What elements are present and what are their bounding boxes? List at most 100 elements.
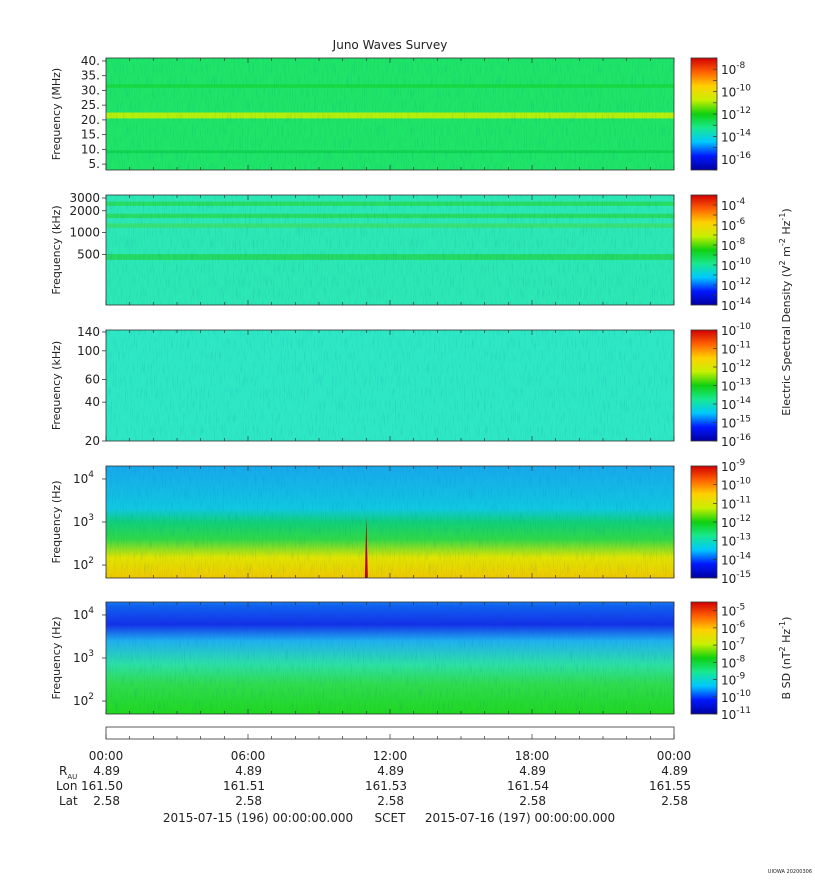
- y-tick-label: 140: [77, 325, 100, 339]
- colorbar-tick-label: 10-13: [721, 533, 751, 549]
- spike-event: [364, 516, 368, 578]
- lon-value: 161.50: [81, 779, 123, 793]
- y-axis-label: Frequency (kHz): [50, 341, 63, 430]
- y-tick-label: 103: [73, 649, 94, 665]
- y-tick-label: 25.: [81, 98, 100, 112]
- colorbar-tick-label: 10-13: [721, 378, 751, 394]
- spectrogram-texture: [106, 602, 674, 714]
- y-tick-label: 5.: [89, 157, 100, 171]
- y-tick-label: 40: [85, 395, 100, 409]
- y-tick-label: 10.: [81, 142, 100, 156]
- y-tick-label: 103: [73, 513, 94, 529]
- y-tick-label: 2000: [69, 204, 100, 218]
- y-tick-label: 60: [85, 372, 100, 386]
- lon-value: 161.55: [649, 779, 691, 793]
- lat-value: 2.58: [93, 794, 120, 808]
- y-tick-label: 102: [73, 692, 94, 708]
- y-tick-label: 102: [73, 556, 94, 572]
- lat-label: Lat: [59, 794, 78, 808]
- y-axis-label: Frequency (kHz): [50, 205, 63, 294]
- colorbar-tick-label: 10-12: [721, 277, 751, 293]
- y-tick-label: 3000: [69, 191, 100, 205]
- colorbar-tick-label: 10-14: [721, 551, 751, 567]
- colorbar-tick-label: 10-8: [721, 654, 746, 670]
- y-tick-label: 35.: [81, 69, 100, 83]
- time-tick-label: 12:00: [373, 749, 408, 763]
- plot-title: Juno Waves Survey: [332, 38, 448, 52]
- colorbar-hf-high: 10-8 10-10 10-12 10-14 10-16: [690, 57, 751, 171]
- colorbar-tick-label: 10-16: [721, 151, 751, 167]
- colorbar-tick-label: 10-11: [721, 706, 751, 722]
- panel-hf-high: 40.35.30.25.20.15.10.5. Frequency (MHz): [50, 54, 675, 171]
- colorbar-tick-label: 10-10: [721, 689, 751, 705]
- colorbar-scale: [690, 57, 718, 171]
- lat-value: 2.58: [377, 794, 404, 808]
- colorbar-scale: [690, 194, 718, 306]
- spectrogram-texture: [106, 330, 674, 441]
- colorbar-tick-label: 10-10: [721, 477, 751, 493]
- watermark: UIOWA 20200306: [768, 869, 812, 875]
- colorbar-tick-label: 10-14: [721, 128, 751, 144]
- end-date: 2015-07-16 (197) 00:00:00.000: [425, 811, 615, 825]
- lat-value: 2.58: [235, 794, 262, 808]
- y-tick-label: 500: [77, 247, 100, 261]
- r-au-value: 4.89: [377, 764, 404, 778]
- r-au-value: 4.89: [235, 764, 262, 778]
- colorbar-tick-label: 10-12: [721, 359, 751, 375]
- colorbar-lfr-low: 10-9 10-10 10-11 10-12 10-13 10-14 10-15: [690, 458, 751, 586]
- colorbar-tick-label: 10-12: [721, 514, 751, 530]
- start-date: 2015-07-15 (196) 00:00:00.000: [163, 811, 353, 825]
- colorbar-tick-label: 10-9: [721, 458, 746, 474]
- colorbar-tick-label: 10-7: [721, 637, 745, 653]
- panel-bsd: 104 103 102 Frequency (Hz): [50, 601, 675, 715]
- y-axis-label: Frequency (Hz): [50, 481, 63, 564]
- colorbar-tick-label: 10-11: [721, 495, 751, 511]
- spectrogram-texture: [106, 466, 674, 578]
- panel-lfr-low: 104 103 102 Frequency (Hz): [50, 465, 675, 579]
- colorbar-hf-low: 10-4 10-6 10-8 10-10 10-12 10-14: [690, 194, 751, 313]
- colorbar-tick-label: 10-9: [721, 672, 746, 688]
- time-tick-label: 18:00: [515, 749, 550, 763]
- lon-label: Lon: [56, 779, 77, 793]
- r-au-value: 4.89: [661, 764, 688, 778]
- spectrogram-texture: [106, 58, 674, 170]
- y-tick-label: 30.: [81, 83, 100, 97]
- time-tick-label: 00:00: [657, 749, 692, 763]
- lon-value: 161.51: [223, 779, 265, 793]
- y-tick-label: 104: [73, 606, 94, 622]
- y-tick-label: 1000: [69, 226, 100, 240]
- spectrogram-texture: [106, 195, 674, 305]
- colorbar-tick-label: 10-10: [721, 84, 751, 100]
- y-axis-label: Frequency (MHz): [50, 68, 63, 160]
- time-axis: 00:004.89161.502.5806:004.89161.512.5812…: [56, 726, 692, 825]
- lon-value: 161.54: [507, 779, 549, 793]
- colorbar-tick-label: 10-15: [721, 570, 751, 586]
- colorbar-title-bsd: B SD (nT2 Hz-1): [778, 617, 793, 700]
- r-au-value: 4.89: [519, 764, 546, 778]
- colorbar-tick-label: 10-16: [721, 433, 751, 449]
- y-tick-label: 40.: [81, 54, 100, 68]
- colorbar-tick-label: 10-5: [721, 603, 745, 619]
- colorbar-tick-label: 10-14: [721, 396, 751, 412]
- colorbar-tick-label: 10-8: [721, 61, 746, 77]
- colorbar-tick-label: 10-15: [721, 415, 751, 431]
- y-tick-label: 15.: [81, 128, 100, 142]
- panel-lfr-high: 140 100 60 40 20 Frequency (kHz): [50, 325, 675, 448]
- y-tick-label: 20.: [81, 113, 100, 127]
- y-tick-label: 100: [77, 344, 100, 358]
- scet-label: SCET: [375, 811, 407, 825]
- colorbar-tick-label: 10-6: [721, 217, 746, 233]
- colorbar-tick-label: 10-10: [721, 257, 751, 273]
- r-au-value: 4.89: [93, 764, 120, 778]
- colorbar-tick-label: 10-10: [721, 322, 751, 338]
- lat-value: 2.58: [661, 794, 688, 808]
- colorbar-tick-label: 10-4: [721, 197, 746, 213]
- colorbar-tick-label: 10-14: [721, 297, 751, 313]
- colorbar-lfr-high: 10-10 10-11 10-12 10-13 10-14 10-15 10-16: [690, 322, 751, 449]
- spectrogram-panels: 40.35.30.25.20.15.10.5. Frequency (MHz) 30…: [50, 54, 675, 715]
- colorbar-tick-label: 10-11: [721, 341, 751, 357]
- y-tick-label: 20: [85, 434, 100, 448]
- y-tick-label: 104: [73, 470, 94, 486]
